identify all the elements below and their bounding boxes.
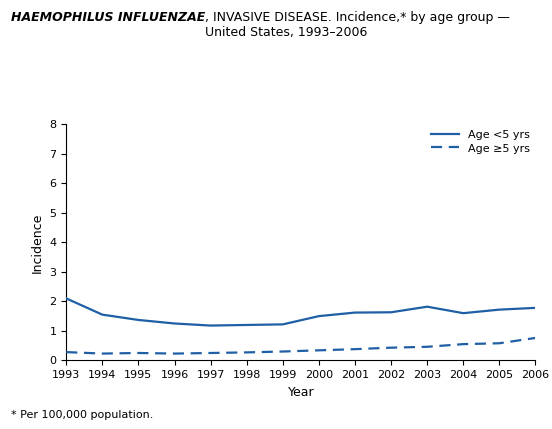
Y-axis label: Incidence: Incidence bbox=[31, 212, 44, 272]
Legend: Age <5 yrs, Age ≥5 yrs: Age <5 yrs, Age ≥5 yrs bbox=[431, 130, 530, 154]
X-axis label: Year: Year bbox=[288, 386, 314, 399]
Text: * Per 100,000 population.: * Per 100,000 population. bbox=[11, 411, 153, 420]
Text: , INVASIVE DISEASE. Incidence,* by age group —
United States, 1993–2006: , INVASIVE DISEASE. Incidence,* by age g… bbox=[205, 11, 510, 39]
Text: HAEMOPHILUS INFLUENZAE: HAEMOPHILUS INFLUENZAE bbox=[11, 11, 205, 24]
